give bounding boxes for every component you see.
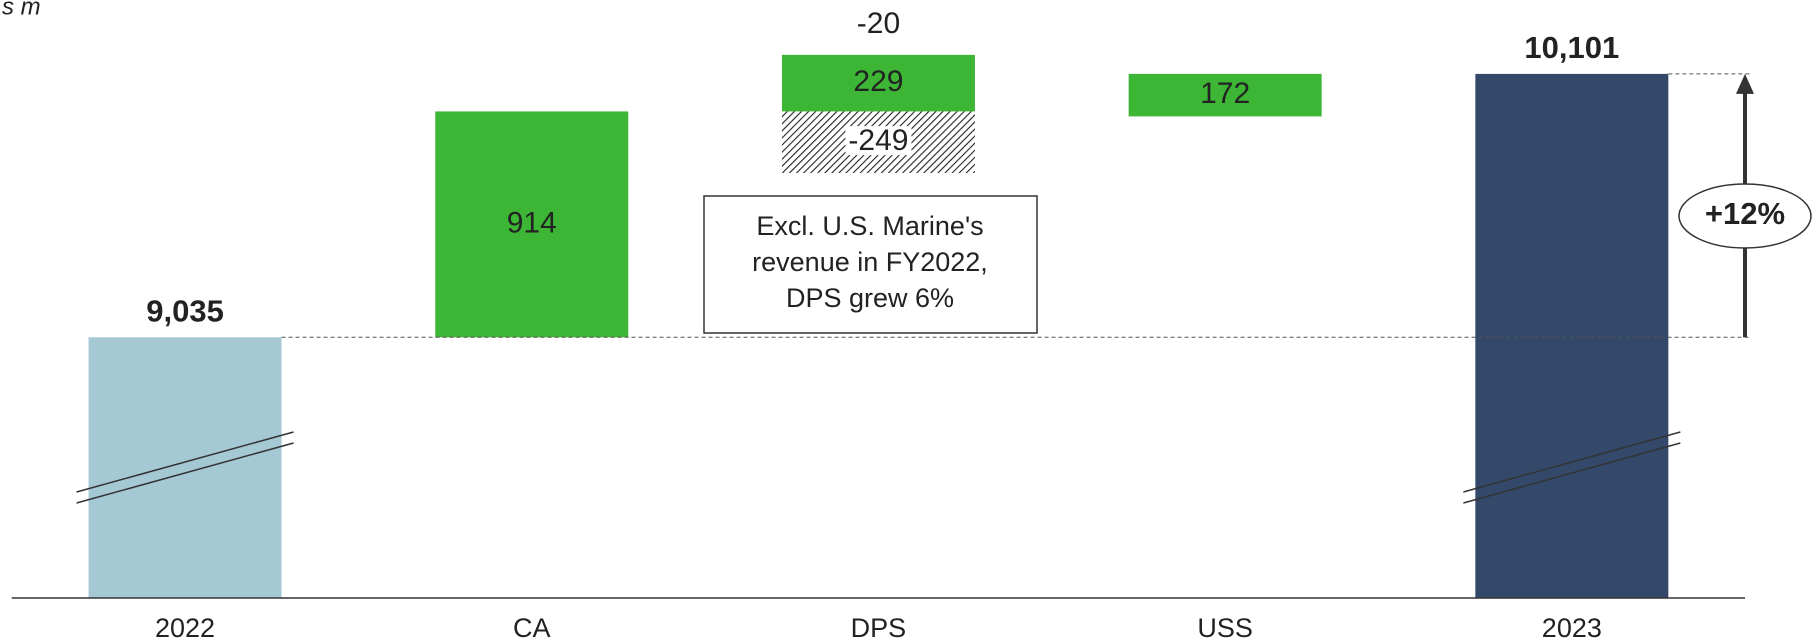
total-bar: [88, 337, 282, 598]
annotation-box: [703, 195, 1038, 334]
arrow-head: [1736, 73, 1754, 94]
delta-label: 914: [507, 206, 557, 239]
growth-label: +12%: [1705, 196, 1785, 231]
net-label: -20: [857, 7, 900, 40]
x-tick-label: USS: [1197, 613, 1253, 643]
x-tick-label: 2023: [1542, 613, 1602, 643]
label-bg: [845, 126, 912, 156]
delta-label: 172: [1200, 77, 1250, 110]
delta-bar: [1128, 73, 1322, 117]
growth-bubble: [1678, 183, 1812, 249]
delta-label: 229: [853, 65, 903, 98]
delta-bar: [435, 111, 629, 338]
annotation-line: Excl. U.S. Marine's: [756, 211, 983, 241]
annotation-line: DPS grew 6%: [786, 283, 954, 313]
x-tick-label: CA: [513, 613, 551, 643]
axis-break: [76, 431, 294, 493]
axis-break: [1463, 431, 1681, 493]
annotation-line: revenue in FY2022,: [752, 247, 988, 277]
total-bar: [1475, 73, 1669, 598]
unit-label: s m: [2, 0, 41, 20]
total-label: 10,101: [1524, 30, 1619, 65]
hatched-label: -249: [848, 124, 908, 157]
delta-bar: [781, 54, 975, 112]
total-label: 9,035: [146, 293, 224, 328]
x-tick-label: 2022: [155, 613, 215, 643]
axis-break: [1463, 442, 1681, 504]
x-tick-label: DPS: [851, 613, 907, 643]
axis-break: [76, 442, 294, 504]
